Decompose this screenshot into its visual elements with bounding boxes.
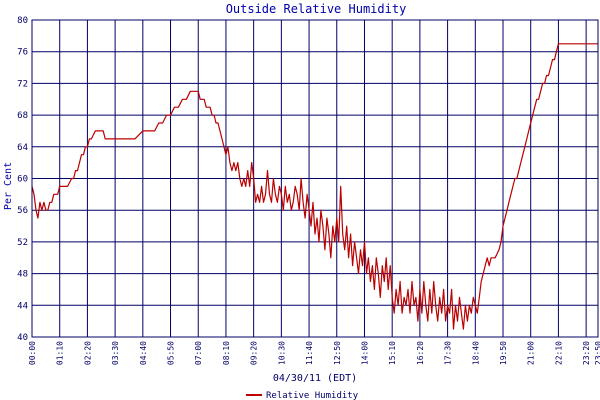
x-tick-label: 08:10 — [222, 341, 231, 365]
x-tick-label: 19:50 — [499, 341, 508, 365]
x-tick-label: 23:20 — [582, 341, 591, 365]
x-tick-label: 00:00 — [28, 341, 37, 365]
x-tick-label: 17:30 — [444, 341, 453, 365]
x-tick-label: 15:10 — [388, 341, 397, 365]
x-tick-label: 21:00 — [527, 341, 536, 365]
y-tick-label: 52 — [17, 238, 28, 248]
x-tick-label: 14:00 — [360, 341, 369, 365]
x-tick-label: 18:40 — [471, 341, 480, 365]
y-tick-label: 80 — [17, 16, 28, 26]
y-tick-label: 56 — [17, 206, 28, 216]
y-tick-label: 72 — [17, 79, 28, 89]
x-axis-label: 04/30/11 (EDT) — [273, 373, 357, 384]
x-tick-label: 02:20 — [83, 341, 92, 365]
x-tick-label: 23:50 — [594, 341, 600, 365]
plot-frame — [31, 19, 599, 338]
y-tick-label: 40 — [17, 333, 28, 343]
legend: Relative Humidity — [246, 391, 359, 400]
x-tick-label: 09:20 — [250, 341, 259, 365]
chart-title: Outside Relative Humidity — [226, 2, 407, 16]
y-tick-label: 60 — [17, 175, 28, 185]
x-tick-label: 12:50 — [333, 341, 342, 365]
x-tick-label: 16:20 — [416, 341, 425, 365]
x-tick-label: 01:10 — [56, 341, 65, 365]
grid-layer — [31, 19, 599, 338]
x-tick-label: 05:50 — [167, 341, 176, 365]
x-tick-labels: 00:00 01:10 02:20 03:30 04:40 05:50 07:00 08:10… — [28, 341, 600, 365]
y-tick-label: 44 — [17, 301, 28, 311]
y-axis-label: Per Cent — [3, 162, 14, 210]
x-tick-label: 03:30 — [111, 341, 120, 365]
x-tick-label: 04:40 — [139, 341, 148, 365]
series-line-relative-humidity — [31, 43, 598, 330]
y-tick-label: 48 — [17, 270, 28, 280]
x-tick-label: 22:10 — [554, 341, 563, 365]
x-tick-label: 11:40 — [305, 341, 314, 365]
y-tick-labels: 40 44 48 52 56 60 64 68 72 76 80 — [17, 16, 28, 343]
y-tick-label: 76 — [17, 48, 28, 58]
x-tick-label: 07:00 — [194, 341, 203, 365]
legend-label-relative-humidity: Relative Humidity — [266, 391, 359, 400]
x-tick-label: 10:30 — [277, 341, 286, 365]
y-tick-label: 68 — [17, 111, 28, 121]
y-tick-label: 64 — [17, 143, 28, 153]
